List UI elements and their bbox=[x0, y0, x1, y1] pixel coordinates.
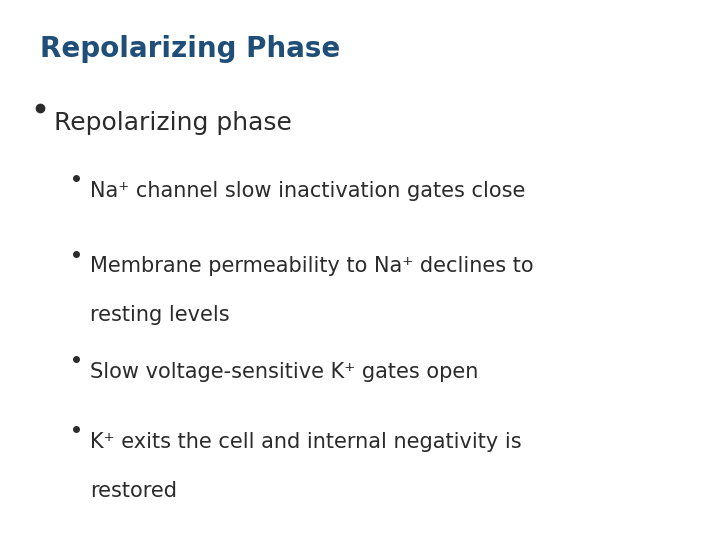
Text: Na⁺ channel slow inactivation gates close: Na⁺ channel slow inactivation gates clos… bbox=[90, 181, 526, 201]
Text: Membrane permeability to Na⁺ declines to: Membrane permeability to Na⁺ declines to bbox=[90, 256, 534, 276]
Text: resting levels: resting levels bbox=[90, 305, 230, 325]
Text: Repolarizing phase: Repolarizing phase bbox=[54, 111, 292, 134]
Text: restored: restored bbox=[90, 481, 177, 501]
Text: Repolarizing Phase: Repolarizing Phase bbox=[40, 35, 340, 63]
Text: Slow voltage-sensitive K⁺ gates open: Slow voltage-sensitive K⁺ gates open bbox=[90, 362, 478, 382]
Text: K⁺ exits the cell and internal negativity is: K⁺ exits the cell and internal negativit… bbox=[90, 432, 521, 452]
